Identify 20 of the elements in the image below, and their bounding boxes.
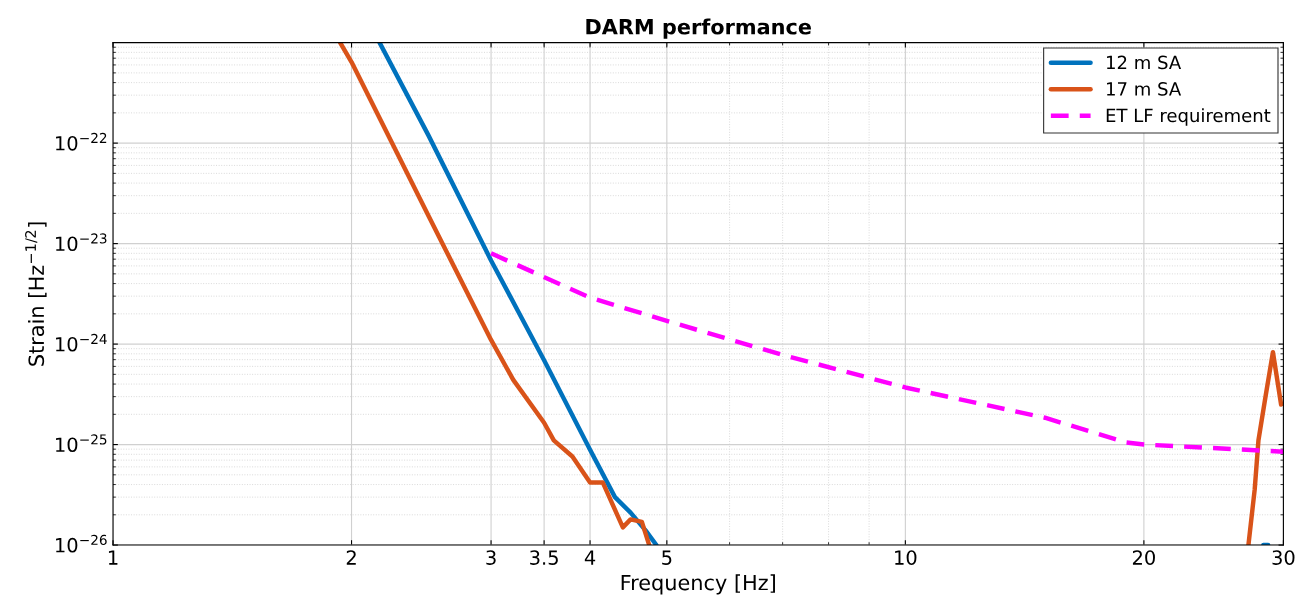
x-axis-title: Frequency [Hz]: [621, 574, 775, 595]
y-tick-label: 10$^{−26}$: [56, 534, 107, 553]
legend-label: 12 m SA: [1107, 55, 1182, 70]
x-tick-label: 1: [108, 550, 118, 565]
y-tick-label: 10$^{−23}$: [56, 233, 107, 252]
x-tick-label: 3: [486, 550, 496, 565]
legend-label: 17 m SA: [1107, 82, 1182, 96]
legend-label: ET LF requirement: [1106, 108, 1271, 126]
x-tick-label: 10: [895, 550, 917, 565]
x-tick-label: 5: [662, 550, 672, 565]
x-tick-label: 20: [1132, 550, 1155, 565]
y-axis-title: Strain [Hz$^{−1/2}$]: [25, 222, 47, 366]
y-tick-label: 10$^{−22}$: [56, 132, 107, 151]
chart-title: DARM performance: [586, 18, 811, 39]
x-tick-label: 30: [1272, 550, 1295, 565]
y-tick-label: 10$^{−24}$: [56, 333, 107, 352]
x-tick-label: 4: [584, 550, 596, 565]
x-tick-label: 3.5: [530, 550, 558, 565]
y-tick-label: 10$^{−25}$: [56, 434, 107, 453]
x-tick-label: 2: [346, 550, 356, 565]
